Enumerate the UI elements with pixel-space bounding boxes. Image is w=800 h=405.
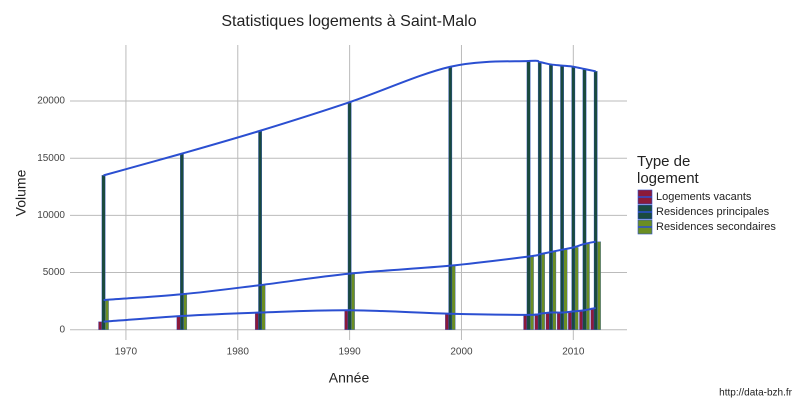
bar (523, 314, 528, 330)
bar (101, 175, 106, 330)
bar (261, 284, 266, 330)
bar (597, 241, 601, 330)
bar (445, 313, 449, 330)
bar (351, 273, 355, 330)
bar (574, 247, 579, 330)
trend-line (103, 59, 596, 177)
bar (537, 62, 542, 330)
bar (586, 243, 590, 330)
legend-label: Logements vacants (656, 191, 752, 203)
bar (534, 313, 539, 330)
y-axis-label: Volume (13, 169, 29, 216)
bar (563, 249, 568, 330)
y-tick-label: 10000 (37, 210, 65, 221)
bar (448, 66, 453, 330)
bar (183, 294, 188, 330)
x-tick-label: 2010 (562, 347, 585, 358)
bar (593, 71, 598, 330)
bar (560, 65, 564, 330)
bar (344, 310, 349, 330)
bar (180, 153, 184, 330)
x-tick-label: 1970 (115, 347, 138, 358)
x-tick-label: 1990 (338, 347, 361, 358)
source: http://data-bzh.fr (719, 388, 792, 399)
y-tick-label: 15000 (37, 153, 65, 164)
bar (549, 64, 553, 330)
y-tick-label: 0 (59, 324, 65, 335)
bar (556, 312, 561, 330)
bar (571, 66, 576, 330)
bar (541, 254, 545, 330)
bar (254, 312, 259, 330)
bar (590, 307, 595, 330)
legend-title: Type de logement (637, 153, 700, 187)
bar (568, 311, 572, 330)
y-tick-label: 5000 (43, 267, 66, 278)
legend-label: Residences secondaires (656, 221, 776, 233)
bar (582, 68, 587, 330)
bar (552, 251, 557, 330)
bar (451, 265, 456, 330)
bar (258, 130, 262, 330)
bar (545, 312, 550, 330)
bar (98, 321, 103, 330)
trend-line (103, 307, 596, 323)
bar (347, 102, 352, 330)
trend-line (103, 240, 596, 301)
y-tick-label: 20000 (37, 96, 65, 107)
bar (526, 60, 531, 330)
x-tick-label: 1980 (227, 347, 250, 358)
bar (105, 299, 109, 330)
x-axis-label: Année (329, 370, 370, 386)
bar (579, 310, 583, 330)
bar (530, 256, 534, 330)
bar (176, 315, 181, 330)
chart-title: Statistiques logements à Saint-Malo (221, 13, 476, 30)
legend-label: Residences principales (656, 206, 770, 218)
x-tick-label: 2000 (450, 347, 473, 358)
